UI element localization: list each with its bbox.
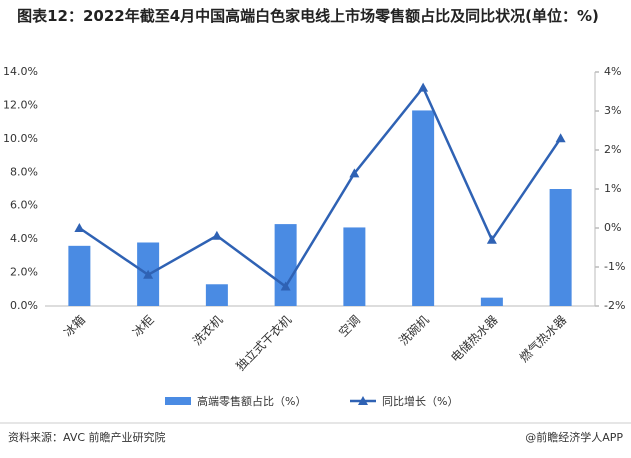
line-marker — [555, 133, 566, 143]
bar — [274, 224, 297, 306]
y2-tick-label: -2% — [604, 299, 625, 312]
x-tick-label: 电储热水器 — [447, 312, 500, 365]
bar — [205, 284, 228, 306]
x-tick-label: 燃气热水器 — [516, 312, 569, 365]
y2-tick-label: 2% — [604, 143, 621, 156]
x-tick-label: 独立式干衣机 — [233, 312, 295, 374]
y2-tick-label: 1% — [604, 182, 621, 195]
y-tick-label: 12.0% — [3, 98, 38, 111]
y2-tick-label: 0% — [604, 221, 621, 234]
legend-label: 高端零售额占比（%） — [197, 394, 306, 408]
bar — [343, 227, 366, 306]
y2-tick-label: 3% — [604, 104, 621, 117]
y-tick-label: 6.0% — [10, 199, 38, 212]
line-marker — [280, 281, 291, 291]
line-marker — [211, 230, 222, 240]
chart-title: 图表12：2022年截至4月中国高端白色家电线上市场零售额占比及同比状况(单位：… — [17, 7, 599, 25]
source: 资料来源：AVC 前瞻产业研究院 — [8, 430, 166, 444]
bar — [549, 189, 572, 306]
line-marker — [74, 223, 85, 232]
legend-label: 同比增长（%） — [382, 394, 458, 408]
bar — [412, 110, 435, 306]
x-tick-label: 洗衣机 — [189, 312, 225, 348]
y-tick-label: 14.0% — [3, 65, 38, 78]
credit: @前瞻经济学人APP — [525, 430, 623, 444]
y2-tick-label: -1% — [604, 260, 625, 273]
y-tick-label: 2.0% — [10, 266, 38, 279]
line-marker — [486, 234, 497, 244]
line-marker — [143, 269, 154, 279]
y-tick-label: 0.0% — [10, 299, 38, 312]
bar — [68, 245, 91, 306]
legend-swatch — [358, 396, 368, 405]
x-tick-label: 冰柜 — [130, 313, 157, 340]
y-tick-label: 8.0% — [10, 165, 38, 178]
line — [78, 85, 562, 289]
legend-swatch — [165, 397, 191, 405]
x-tick-label: 洗碗机 — [396, 312, 432, 348]
x-tick-label: 冰箱 — [60, 312, 88, 340]
y2-tick-label: 4% — [604, 65, 621, 78]
x-tick-label: 空调 — [336, 313, 363, 340]
y-tick-label: 4.0% — [10, 232, 38, 245]
line-marker — [349, 168, 360, 178]
line-marker — [418, 82, 429, 92]
bar — [480, 297, 503, 306]
y-tick-label: 10.0% — [3, 132, 38, 145]
